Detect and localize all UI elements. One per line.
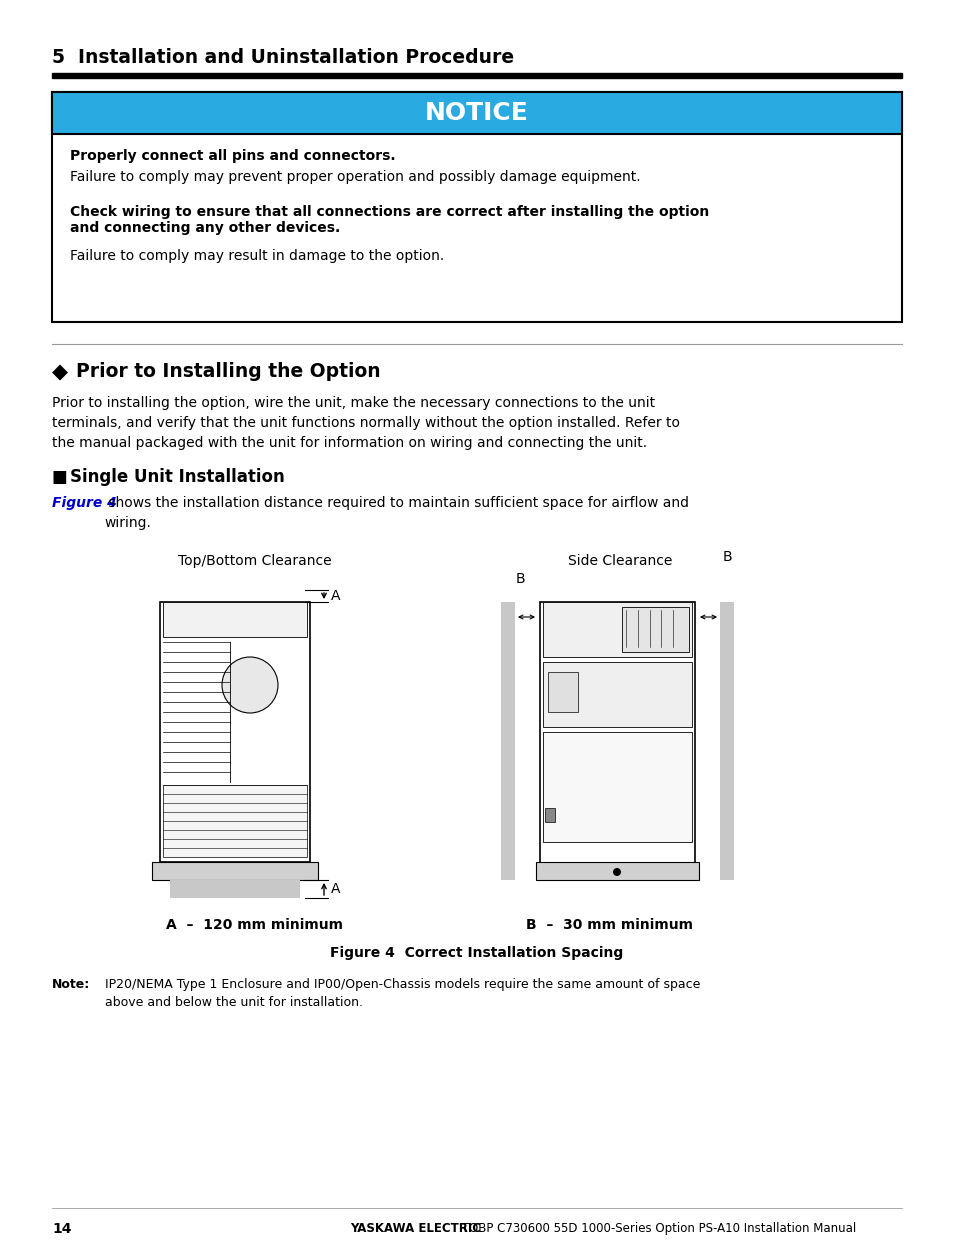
Text: Figure 4  Correct Installation Spacing: Figure 4 Correct Installation Spacing (330, 946, 623, 960)
Bar (542, 732, 691, 842)
Text: Side Clearance: Side Clearance (567, 554, 672, 568)
Text: IP20/NEMA Type 1 Enclosure and IP00/Open-Chassis models require the same amount : IP20/NEMA Type 1 Enclosure and IP00/Open… (105, 978, 700, 1009)
Bar (52, 92, 901, 134)
Text: TOBP C730600 55D 1000-Series Option PS-A10 Installation Manual: TOBP C730600 55D 1000-Series Option PS-A… (457, 1221, 856, 1235)
Text: Failure to comply may prevent proper operation and possibly damage equipment.: Failure to comply may prevent proper ope… (70, 170, 640, 184)
Text: A: A (331, 589, 340, 603)
Bar (544, 808, 555, 822)
Bar (170, 880, 299, 898)
Text: B: B (516, 572, 525, 587)
Text: 14: 14 (52, 1221, 71, 1236)
Bar (160, 572, 310, 601)
Text: Note:: Note: (52, 978, 91, 991)
Text: shows the installation distance required to maintain sufficient space for airflo: shows the installation distance required… (104, 496, 688, 529)
Text: A: A (331, 882, 340, 897)
Text: Single Unit Installation: Single Unit Installation (70, 467, 284, 486)
Bar (160, 601, 310, 862)
Text: ■: ■ (52, 467, 68, 486)
Text: Check wiring to ensure that all connections are correct after installing the opt: Check wiring to ensure that all connecti… (70, 205, 708, 236)
Text: ◆: ◆ (52, 362, 68, 382)
Bar (542, 601, 691, 657)
Text: B  –  30 mm minimum: B – 30 mm minimum (526, 918, 693, 932)
Text: YASKAWA ELECTRIC: YASKAWA ELECTRIC (350, 1221, 480, 1235)
Text: 5  Installation and Uninstallation Procedure: 5 Installation and Uninstallation Proced… (52, 48, 514, 67)
Bar (160, 898, 310, 928)
Circle shape (222, 657, 277, 713)
Bar (170, 572, 299, 590)
Text: NOTICE: NOTICE (425, 100, 528, 125)
Text: A  –  120 mm minimum: A – 120 mm minimum (167, 918, 343, 932)
Bar (52, 73, 901, 78)
Bar (536, 862, 699, 880)
Bar (52, 92, 901, 322)
Text: Properly connect all pins and connectors.: Properly connect all pins and connectors… (70, 149, 395, 162)
Text: Failure to comply may result in damage to the option.: Failure to comply may result in damage t… (70, 249, 444, 263)
Text: Top/Bottom Clearance: Top/Bottom Clearance (178, 554, 332, 568)
Bar (621, 608, 688, 652)
Bar (720, 601, 733, 880)
Bar (163, 601, 307, 637)
Bar (542, 662, 691, 727)
Bar (500, 601, 515, 880)
Bar (539, 601, 695, 880)
Text: Prior to Installing the Option: Prior to Installing the Option (76, 362, 380, 381)
Bar (163, 785, 307, 857)
Text: Figure 4: Figure 4 (52, 496, 116, 510)
Bar (547, 672, 578, 712)
Bar (152, 862, 317, 880)
Text: Prior to installing the option, wire the unit, make the necessary connections to: Prior to installing the option, wire the… (52, 396, 679, 450)
Text: B: B (721, 551, 731, 564)
Circle shape (613, 868, 620, 875)
